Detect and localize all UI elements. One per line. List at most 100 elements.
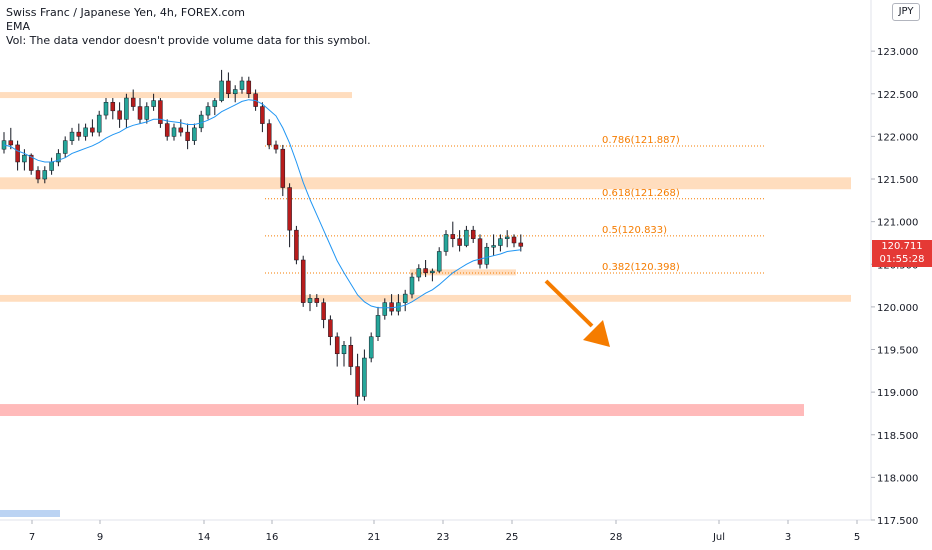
time-axis[interactable]: 7 9 14 16 21 23 25 28 Jul 3 5: [29, 520, 860, 543]
fib-level-label: 0.5(120.833): [602, 225, 667, 236]
candle: [62, 136, 68, 158]
candle-body: [341, 344, 347, 355]
candle-body: [117, 110, 122, 120]
time-tick-label: 21: [368, 532, 381, 543]
candle: [314, 294, 320, 307]
candle-body: [171, 127, 177, 137]
candle: [491, 234, 496, 256]
candle: [96, 110, 102, 137]
candle-body: [321, 302, 326, 320]
candle-body: [42, 170, 48, 180]
fibonacci-levels: 0.786(121.887) 0.618(121.268) 0.5(120.833)…: [265, 135, 765, 274]
fib-level-label: 0.382(120.398): [602, 262, 680, 273]
candle: [158, 98, 163, 128]
candle: [477, 234, 483, 269]
candle-body: [110, 102, 116, 112]
candle: [416, 264, 422, 282]
candle: [307, 294, 313, 312]
candle-body: [416, 268, 422, 278]
candle: [117, 102, 122, 128]
price-tick-label: 118.500: [877, 431, 918, 442]
candle: [498, 234, 503, 252]
currency-badge[interactable]: JPY: [892, 3, 920, 21]
candle: [266, 119, 272, 150]
time-tick-label: 23: [437, 532, 450, 543]
arrow-head: [583, 320, 610, 347]
candle-body: [144, 106, 150, 120]
candle: [239, 76, 245, 94]
price-zone: [0, 92, 352, 99]
candle: [83, 123, 88, 141]
candle-body: [334, 336, 340, 355]
price-axis[interactable]: 123.000122.500122.000121.500121.000120.5…: [871, 47, 918, 527]
candle-body: [260, 106, 265, 124]
candle-body: [382, 302, 388, 316]
candle: [8, 127, 14, 150]
price-tick-label: 119.000: [877, 388, 918, 399]
candle-body: [477, 238, 483, 265]
candle: [511, 234, 517, 248]
price-tick-label: 122.000: [877, 132, 918, 143]
time-tick-label: 3: [785, 532, 791, 543]
candle: [90, 119, 95, 137]
candle-body: [69, 131, 75, 141]
candle-body: [246, 80, 252, 95]
candle-body: [314, 298, 320, 303]
last-price-value: 120.711: [881, 241, 923, 252]
candle: [212, 98, 218, 116]
candle-body: [464, 229, 469, 246]
candle: [103, 98, 109, 120]
price-zone: [0, 404, 804, 416]
candle: [185, 123, 190, 150]
candle-body: [498, 238, 503, 246]
candle-body: [56, 153, 61, 163]
candle-body: [28, 154, 34, 171]
fib-level-label: 0.786(121.887): [602, 135, 680, 146]
candle-body: [96, 114, 102, 133]
candle-body: [362, 357, 367, 397]
time-tick-label: 7: [29, 532, 35, 543]
candle: [1, 132, 7, 154]
candle-body: [49, 161, 54, 171]
candle: [484, 242, 490, 269]
candle-body: [450, 234, 456, 239]
candle-body: [178, 127, 184, 133]
candle: [49, 157, 54, 175]
candle: [443, 230, 449, 256]
candle: [464, 225, 469, 248]
bar-countdown: 01:55:28: [879, 254, 925, 265]
candle: [144, 102, 150, 124]
support-resistance-zones: [0, 92, 851, 416]
candle-body: [22, 154, 27, 163]
candle: [124, 93, 129, 128]
candle-body: [212, 100, 218, 107]
candle: [321, 298, 326, 329]
candle: [273, 140, 279, 154]
candle: [375, 306, 381, 341]
candle-body: [436, 251, 442, 272]
candle: [328, 315, 333, 346]
price-tick-label: 120.000: [877, 303, 918, 314]
candle: [42, 166, 48, 184]
price-tick-label: 117.500: [877, 516, 918, 527]
candle: [348, 336, 354, 376]
scroll-handle[interactable]: [0, 510, 60, 517]
candle-body: [355, 366, 360, 397]
candle: [15, 140, 20, 171]
candle: [287, 183, 292, 248]
candle-body: [484, 246, 490, 265]
ema-line: [3, 99, 521, 309]
candle: [362, 349, 367, 401]
candle-body: [457, 238, 462, 246]
candle-body: [205, 106, 211, 116]
candle-body: [158, 100, 163, 124]
volume-note: Vol: The data vendor doesn't provide vol…: [6, 34, 371, 47]
price-tick-label: 119.500: [877, 346, 918, 357]
candle: [69, 127, 75, 145]
candle: [130, 89, 136, 111]
candle: [232, 85, 238, 103]
candle: [423, 260, 428, 278]
arrow-shaft: [544, 279, 594, 328]
candle: [171, 123, 177, 141]
